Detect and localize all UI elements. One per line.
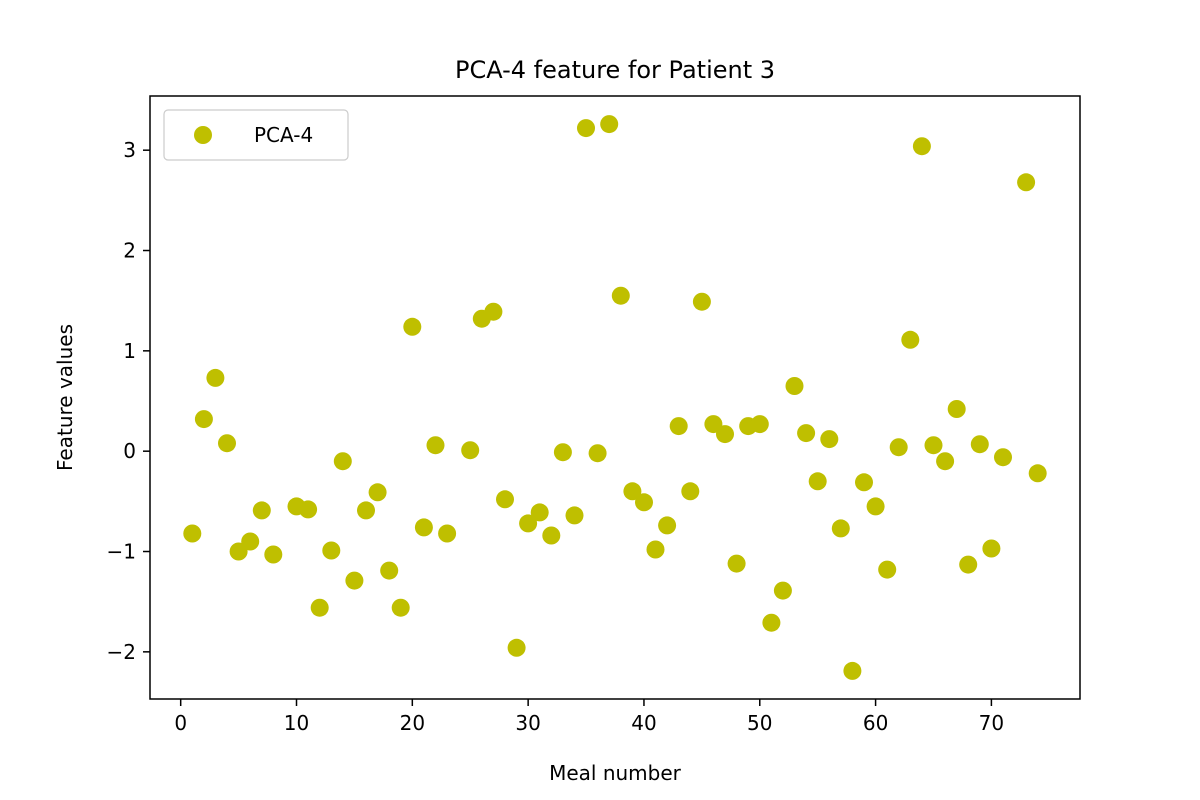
data-point <box>970 435 989 454</box>
data-point <box>438 524 457 543</box>
data-points <box>183 115 1047 680</box>
data-point <box>681 482 700 501</box>
data-point <box>264 545 283 564</box>
data-point <box>924 436 943 455</box>
x-tick-label: 40 <box>631 711 656 735</box>
data-point <box>241 532 260 551</box>
plot-area <box>150 96 1080 699</box>
data-point <box>1028 464 1047 483</box>
data-point <box>797 424 816 443</box>
data-point <box>403 317 422 336</box>
data-point <box>218 434 236 453</box>
data-point <box>380 561 399 580</box>
data-point <box>843 661 862 680</box>
data-point <box>391 598 410 617</box>
data-point <box>762 613 781 632</box>
data-point <box>542 526 561 545</box>
data-point <box>414 518 433 537</box>
x-axis-label: Meal number <box>549 761 682 785</box>
y-tick-label: −1 <box>107 540 136 564</box>
legend: PCA-4 <box>163 109 349 161</box>
data-point <box>426 436 445 455</box>
y-axis-ticks: −2 −1 0 1 2 3 <box>107 138 150 664</box>
data-point <box>600 115 619 134</box>
data-point <box>484 302 503 321</box>
data-point <box>194 410 213 429</box>
data-point <box>669 417 688 436</box>
legend-box <box>163 109 349 161</box>
data-point <box>820 430 839 449</box>
data-point <box>611 286 630 305</box>
data-point <box>889 438 908 457</box>
chart-title: PCA-4 feature for Patient 3 <box>455 56 775 84</box>
data-point <box>299 500 318 519</box>
data-point <box>982 539 1001 558</box>
legend-label: PCA-4 <box>254 123 313 147</box>
data-point <box>368 483 387 502</box>
data-point <box>333 452 352 471</box>
legend-marker <box>194 126 212 144</box>
data-point <box>727 554 746 573</box>
data-point <box>716 425 734 444</box>
data-point <box>357 501 375 520</box>
y-tick-label: −2 <box>107 640 136 664</box>
data-point <box>692 292 711 311</box>
y-tick-label: 2 <box>123 239 136 263</box>
data-point <box>785 377 804 395</box>
data-point <box>577 119 595 138</box>
data-point <box>635 493 653 512</box>
data-point <box>750 415 769 434</box>
data-point <box>936 452 955 471</box>
data-point <box>565 506 584 525</box>
data-point <box>588 444 607 463</box>
y-tick-label: 1 <box>123 339 136 363</box>
data-point <box>530 503 549 522</box>
data-point <box>994 448 1012 467</box>
x-tick-label: 20 <box>400 711 425 735</box>
x-tick-label: 70 <box>979 711 1004 735</box>
x-tick-label: 10 <box>284 711 309 735</box>
data-point <box>345 571 364 590</box>
data-point <box>901 330 920 349</box>
data-point <box>947 400 966 418</box>
data-point <box>866 497 885 516</box>
data-point <box>519 514 538 533</box>
data-point <box>623 482 642 501</box>
data-point <box>507 638 526 657</box>
data-point <box>183 524 202 543</box>
plot-frame <box>149 95 1081 700</box>
data-point <box>496 490 514 509</box>
y-tick-label: 3 <box>123 138 136 162</box>
data-point <box>912 137 931 156</box>
y-tick-label: 0 <box>123 439 136 463</box>
data-point <box>959 555 978 574</box>
data-point <box>322 541 341 560</box>
data-point <box>808 472 827 491</box>
data-point <box>252 501 271 520</box>
data-point <box>1017 173 1036 192</box>
data-point <box>553 443 572 462</box>
data-point <box>461 441 480 460</box>
y-axis-label: Feature values <box>53 324 77 471</box>
data-point <box>773 581 792 600</box>
data-point <box>831 519 850 538</box>
x-tick-label: 0 <box>174 711 187 735</box>
data-point <box>855 473 873 492</box>
data-point <box>310 598 329 617</box>
data-point <box>658 516 677 535</box>
x-axis-ticks: 0 10 20 30 40 50 60 70 <box>174 699 1004 735</box>
x-tick-label: 50 <box>747 711 772 735</box>
x-tick-label: 30 <box>515 711 540 735</box>
x-tick-label: 60 <box>863 711 888 735</box>
data-point <box>206 368 225 387</box>
data-point <box>878 560 897 579</box>
data-point <box>646 540 665 559</box>
